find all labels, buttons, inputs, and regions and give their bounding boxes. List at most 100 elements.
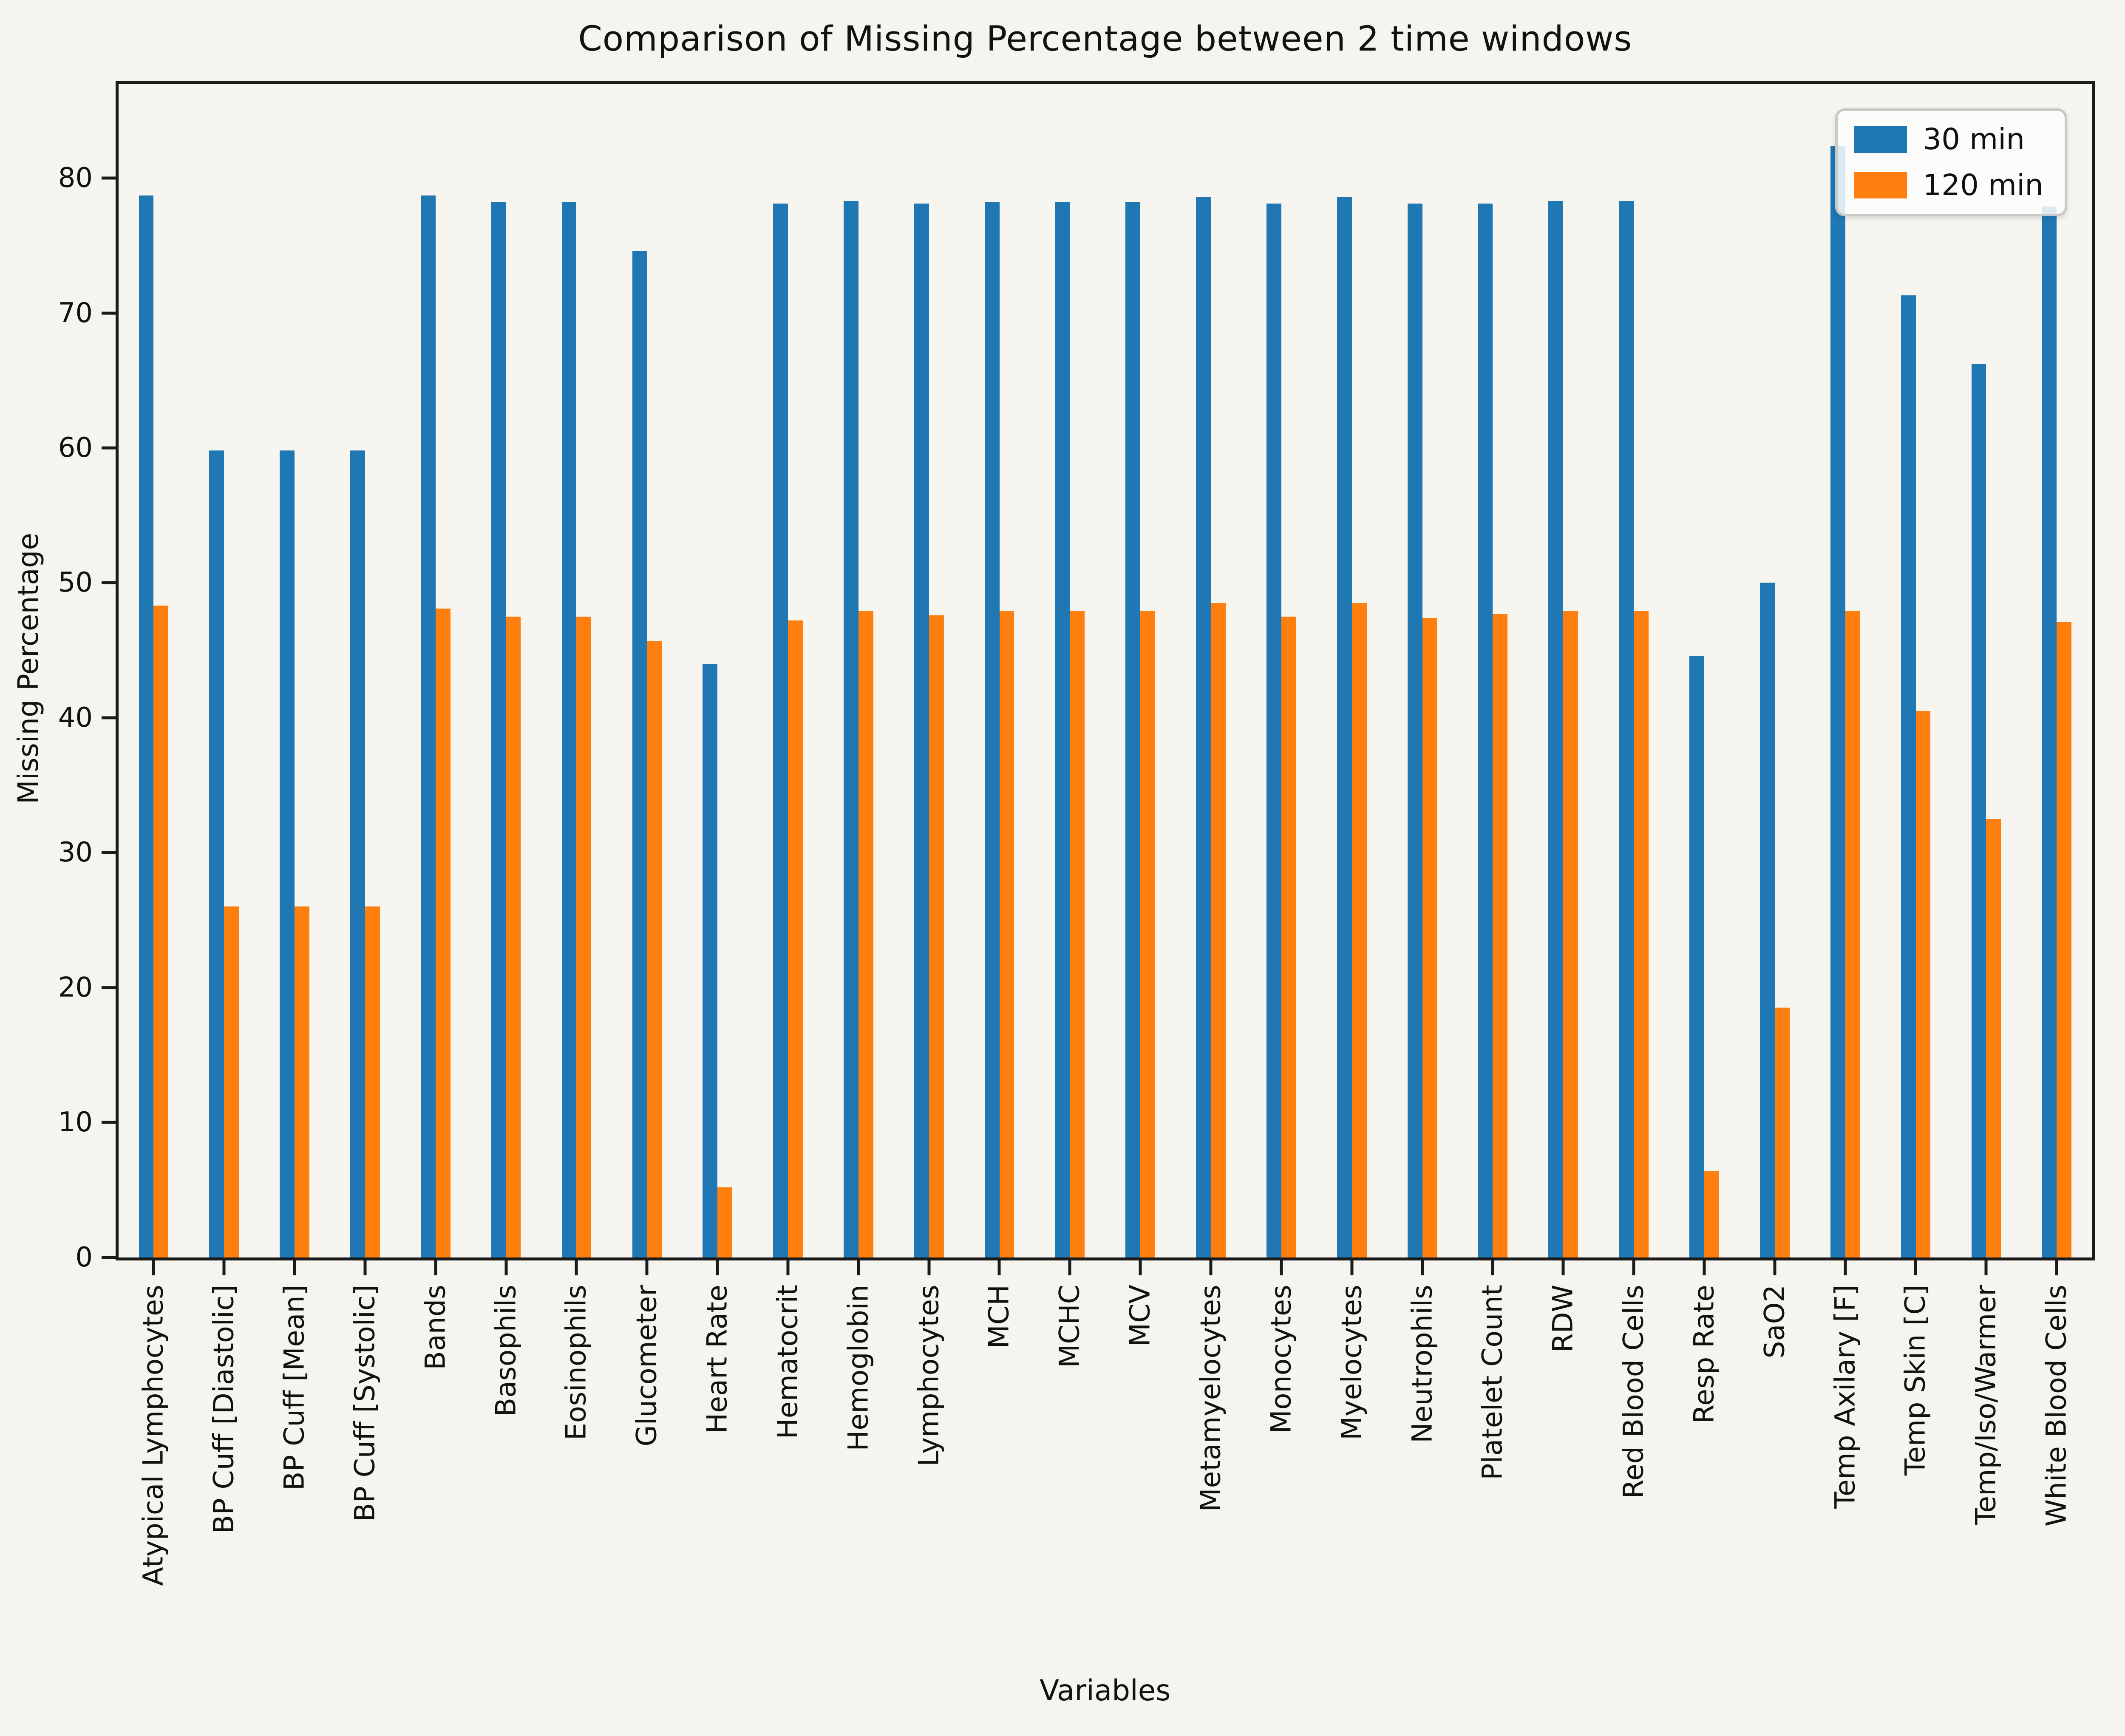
x-tick-label: Monocytes: [1265, 1284, 1298, 1433]
bar-30min: [844, 201, 858, 1257]
bar-120min: [1281, 616, 1296, 1257]
y-tick-label: 50: [58, 567, 93, 599]
bar-30min: [1478, 204, 1493, 1257]
x-tick-label: Heart Rate: [701, 1284, 734, 1434]
legend-swatch-30min-icon: [1853, 126, 1907, 153]
x-tick-mark: [434, 1257, 437, 1276]
bar-group: [1317, 84, 1387, 1257]
bar-120min: [153, 606, 169, 1257]
bar-120min: [1352, 603, 1367, 1257]
bar-group: [541, 84, 612, 1257]
x-tick-mark: [575, 1257, 578, 1276]
bar-group: [612, 84, 682, 1257]
x-tick-label: Glucometer: [631, 1284, 663, 1447]
bar-120min: [1070, 611, 1085, 1257]
bar-group: [1598, 84, 1669, 1257]
x-tick-mark: [1984, 1257, 1988, 1276]
x-tick-mark: [1139, 1257, 1142, 1276]
bar-120min: [295, 906, 309, 1257]
bar-group: [330, 84, 400, 1257]
x-tick-mark: [786, 1257, 790, 1276]
bar-group: [1528, 84, 1598, 1257]
bar-120min: [435, 608, 450, 1257]
y-tick-label: 80: [58, 162, 93, 194]
bar-group: [119, 84, 189, 1257]
y-tick-mark: [102, 851, 116, 854]
x-tick-label: Temp Skin [C]: [1899, 1284, 1932, 1475]
bar-group: [1810, 84, 1881, 1257]
bar-120min: [365, 906, 380, 1257]
x-tick-label: Hemoglobin: [842, 1284, 875, 1451]
bar-30min: [2042, 206, 2057, 1257]
bar-group: [1105, 84, 1176, 1257]
bar-30min: [1971, 364, 1986, 1257]
y-tick-label: 40: [58, 702, 93, 733]
bar-30min: [1407, 204, 1422, 1257]
plot-area: 0 10 20 30 40 50 60 70 80 Atypical Lymphocytes BP…: [58, 80, 2095, 1586]
bar-30min: [280, 450, 295, 1257]
x-tick-label: Hematocrit: [772, 1284, 804, 1439]
x-tick-label: Lymphocytes: [913, 1284, 945, 1467]
x-tick-label: White Blood Cells: [2040, 1284, 2073, 1526]
legend-item-120min: 120 min: [1853, 168, 2043, 202]
x-tick-label: Eosinophils: [560, 1284, 592, 1440]
bar-30min: [1266, 204, 1281, 1257]
y-tick-mark: [102, 312, 116, 315]
bar-group: [1881, 84, 1951, 1257]
bar-120min: [999, 611, 1014, 1257]
bar-group: [1740, 84, 1810, 1257]
x-tick-label: BP Cuff [Diastolic]: [208, 1284, 240, 1534]
x-tick-label: Temp Axilary [F]: [1829, 1284, 1862, 1509]
bar-120min: [576, 616, 592, 1257]
y-tick-mark: [102, 446, 116, 450]
y-tick-mark: [102, 581, 116, 584]
bar-30min: [1196, 197, 1211, 1257]
legend-item-30min: 30 min: [1853, 122, 2043, 157]
bar-120min: [1140, 611, 1156, 1257]
bar-30min: [139, 195, 154, 1257]
bar-120min: [1422, 618, 1437, 1257]
bar-group: [1034, 84, 1105, 1257]
x-tick-label: SaO2: [1759, 1284, 1791, 1359]
x-tick-label: Bands: [419, 1284, 452, 1370]
bar-30min: [984, 202, 1000, 1257]
bar-120min: [1211, 603, 1226, 1257]
chart-title: Comparison of Missing Percentage between…: [578, 19, 1632, 59]
x-tick-label: BP Cuff [Mean]: [278, 1284, 311, 1490]
x-tick-mark: [716, 1257, 719, 1276]
bar-30min: [703, 663, 718, 1257]
bar-30min: [1337, 197, 1352, 1257]
bar-group: [1951, 84, 2021, 1257]
bar-120min: [858, 611, 873, 1257]
bar-group: [1387, 84, 1458, 1257]
x-tick-label: Red Blood Cells: [1618, 1284, 1650, 1499]
x-tick-mark: [2055, 1257, 2058, 1276]
x-tick-mark: [1914, 1257, 1917, 1276]
bar-group: [823, 84, 894, 1257]
bar-group: [1669, 84, 1740, 1257]
x-tick-mark: [997, 1257, 1001, 1276]
bar-group: [471, 84, 541, 1257]
legend-label-120min: 120 min: [1923, 168, 2043, 202]
bar-120min: [1493, 614, 1508, 1257]
x-tick-mark: [1844, 1257, 1847, 1276]
bar-30min: [1055, 202, 1070, 1257]
x-tick-label: RDW: [1547, 1284, 1579, 1353]
legend-label-30min: 30 min: [1923, 122, 2025, 157]
bar-120min: [1845, 611, 1860, 1257]
bar-120min: [1774, 1008, 1790, 1257]
bar-group: [189, 84, 259, 1257]
bar-30min: [1548, 201, 1564, 1257]
x-tick-label: BP Cuff [Systolic]: [349, 1284, 381, 1522]
bar-30min: [1619, 201, 1634, 1257]
bar-group: [682, 84, 753, 1257]
x-tick-label: Myelocytes: [1336, 1284, 1368, 1440]
bar-30min: [1125, 202, 1141, 1257]
bar-group: [964, 84, 1035, 1257]
y-tick-mark: [102, 716, 116, 719]
bar-group: [894, 84, 964, 1257]
y-tick-mark: [102, 176, 116, 180]
bar-30min: [914, 204, 929, 1257]
x-tick-mark: [222, 1257, 226, 1276]
